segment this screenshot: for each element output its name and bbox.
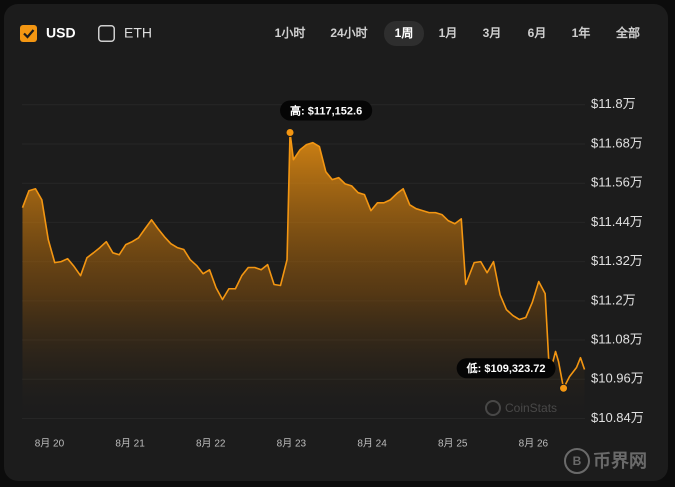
- site-watermark: B 币界网: [564, 448, 647, 474]
- x-tick-label: 8月 26: [519, 438, 549, 450]
- y-tick-label: $11.08万: [591, 331, 643, 346]
- currency-label[interactable]: ETH: [124, 25, 152, 41]
- range-button[interactable]: 1年: [572, 25, 591, 40]
- extreme-label: 高: $117,152.6: [280, 100, 373, 121]
- range-selected-bg: [384, 21, 424, 46]
- site-logo-glyph: B: [573, 454, 582, 468]
- range-button[interactable]: 全部: [615, 25, 640, 40]
- x-tick-label: 8月 25: [438, 438, 468, 450]
- y-tick-label: $11.2万: [591, 292, 636, 307]
- y-tick-label: $10.96万: [591, 371, 644, 386]
- range-button[interactable]: 6月: [528, 26, 547, 40]
- y-tick-label: $11.44万: [591, 214, 643, 229]
- range-button[interactable]: 3月: [483, 26, 502, 40]
- y-tick-label: $11.32万: [591, 253, 643, 268]
- range-button[interactable]: 1周: [395, 26, 414, 40]
- currency-toggle[interactable]: ETH: [98, 25, 152, 42]
- label-bg: [280, 100, 373, 121]
- label-bg: [456, 358, 556, 379]
- x-tick-label: 8月 22: [196, 438, 226, 450]
- area-fill: [22, 132, 585, 425]
- checkbox[interactable]: [20, 25, 37, 42]
- extreme-label-text: 高: $117,152.6: [290, 103, 362, 117]
- checkbox[interactable]: [98, 25, 115, 42]
- x-tick-label: 8月 20: [35, 438, 65, 450]
- y-tick-label: $11.8万: [591, 96, 636, 111]
- x-tick-label: 8月 21: [115, 438, 145, 450]
- range-button[interactable]: 24小时: [330, 25, 367, 40]
- checkmark: [23, 29, 35, 39]
- site-name: 币界网: [593, 451, 647, 471]
- site-logo: [564, 448, 590, 474]
- controls: USD ETH 1小时 24小时 1周 1月 3月 6月 1年 全部: [20, 21, 640, 46]
- extreme-point: [559, 383, 569, 393]
- currency-toggle[interactable]: USD: [20, 25, 76, 42]
- extreme-label-text: 低: $109,323.72: [466, 361, 546, 375]
- currency-label[interactable]: USD: [46, 25, 76, 41]
- x-tick-label: 8月 24: [357, 438, 387, 450]
- y-tick-label: $10.84万: [591, 410, 644, 425]
- watermark-icon: [485, 400, 501, 416]
- extreme-point: [285, 127, 295, 137]
- x-tick-label: 8月 23: [277, 438, 307, 450]
- price-line: [21, 131, 586, 390]
- y-tick-label: $11.68万: [591, 135, 643, 150]
- range-button[interactable]: 1月: [439, 26, 458, 40]
- watermark-text: CoinStats: [505, 401, 557, 415]
- coinstats-watermark: CoinStats: [485, 400, 557, 416]
- y-tick-label: $11.56万: [591, 175, 643, 190]
- range-button[interactable]: 1小时: [275, 25, 306, 40]
- extreme-label: 低: $109,323.72: [456, 358, 556, 379]
- plot: $10.84万 $10.96万 $11.08万 $11.2万 $11.32万 $11.44…: [21, 96, 644, 450]
